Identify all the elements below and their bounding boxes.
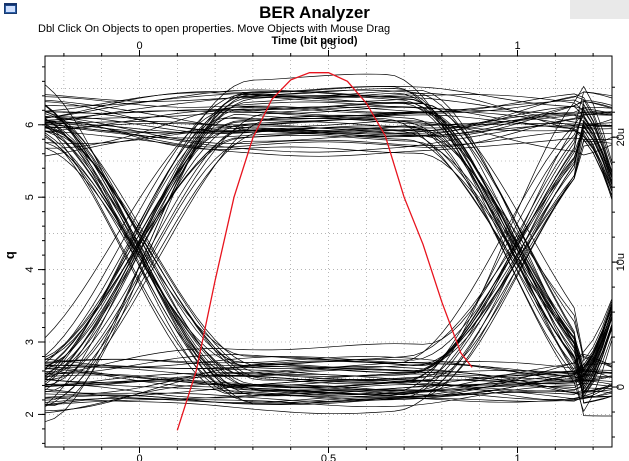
q-factor-series [176, 72, 473, 431]
q-factor-line [176, 72, 473, 431]
eye-trace [45, 325, 612, 395]
analyzer-window-icon[interactable] [4, 3, 17, 14]
eye-trace [45, 92, 612, 375]
eye-trace [45, 111, 612, 148]
eye-trace [45, 96, 612, 417]
eye-trace [45, 123, 612, 395]
eye-trace [45, 95, 612, 398]
eye-trace [45, 109, 612, 395]
eye-trace [45, 383, 612, 408]
y-tick-label: 3 [24, 339, 36, 345]
instructions-text: Dbl Click On Objects to open properties.… [38, 23, 391, 35]
eye-trace [45, 129, 612, 372]
eye-trace [45, 129, 612, 415]
eye-trace [45, 130, 612, 199]
eye-trace [45, 135, 612, 375]
eye-trace [45, 140, 612, 369]
eye-trace [45, 108, 612, 144]
y-axis-label: q [2, 251, 17, 259]
y-right-tick-label: 0 [615, 384, 627, 390]
eye-trace [45, 120, 612, 377]
eye-trace [45, 120, 612, 396]
x-tick-label-bottom: 0 [136, 453, 142, 461]
x-axis-label: Time (bit period) [271, 35, 358, 47]
eye-trace [45, 106, 612, 377]
eye-trace [45, 122, 612, 383]
x-tick-label-bottom: 0.5 [321, 453, 336, 461]
eye-trace [45, 104, 612, 375]
eye-trace [45, 116, 612, 371]
eye-trace [45, 114, 612, 380]
eye-trace [45, 130, 612, 406]
chart-title: BER Analyzer [259, 3, 370, 22]
eye-trace [45, 95, 612, 173]
eye-trace [45, 119, 612, 390]
eye-trace [45, 383, 612, 404]
y-tick-label: 2 [24, 411, 36, 417]
eye-trace [45, 85, 612, 396]
eye-trace [45, 92, 612, 406]
eye-trace [45, 111, 612, 376]
eye-trace [45, 117, 612, 178]
x-tick-label-top: 0.5 [321, 40, 336, 52]
eye-trace [45, 111, 612, 377]
eye-trace [45, 114, 612, 393]
x-tick-label-top: 0 [136, 40, 142, 52]
y-tick-label: 5 [24, 194, 36, 200]
y-right-tick-label: 10u [615, 253, 627, 271]
eye-trace [45, 88, 612, 382]
eye-trace [45, 134, 612, 401]
eye-trace [45, 118, 612, 366]
x-tick-label-top: 1 [514, 40, 520, 52]
eye-trace [45, 125, 612, 367]
x-tick-label-bottom: 1 [514, 453, 520, 461]
eye-trace [45, 120, 612, 369]
eye-trace [45, 91, 612, 377]
eye-trace [45, 105, 612, 149]
window-corner-tab [570, 0, 629, 19]
eye-trace [45, 116, 612, 407]
eye-trace [45, 89, 612, 404]
eye-trace [45, 124, 612, 382]
eye-trace [45, 121, 612, 413]
eye-trace [45, 86, 612, 183]
eye-trace [45, 315, 612, 405]
y-tick-label: 6 [24, 122, 36, 128]
eye-trace [45, 106, 612, 177]
eye-trace [45, 121, 612, 137]
eye-trace [45, 371, 612, 402]
eye-trace [45, 326, 612, 402]
eye-trace [45, 298, 612, 398]
eye-trace [45, 73, 612, 393]
axis-ticks: 0 0.5 1 0 0.5 1 2 3 4 5 6 0 10u 20u [24, 40, 627, 461]
eye-trace [45, 122, 612, 398]
eye-traces [45, 73, 612, 423]
y-right-tick-label: 20u [615, 128, 627, 146]
eye-trace [45, 89, 612, 174]
y-tick-label: 4 [24, 267, 36, 273]
